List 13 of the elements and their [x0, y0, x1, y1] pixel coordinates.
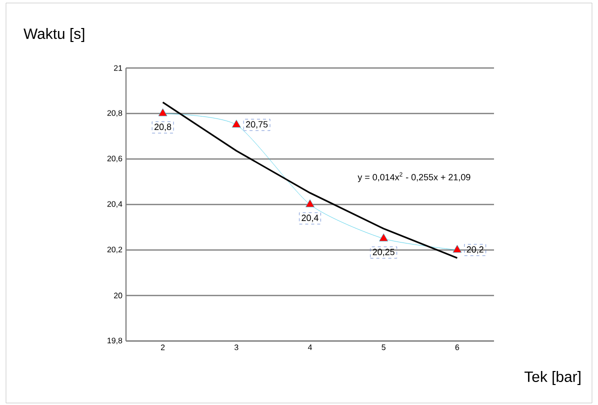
point	[379, 233, 388, 242]
data-label: 20,2	[466, 246, 484, 254]
point	[232, 120, 241, 128]
y-axis-title: Waktu [s]	[24, 28, 84, 42]
annotation: y = 0,014x$^{2}$ - 0,255x + 21,09	[358, 172, 470, 182]
data-label: 20,8	[154, 124, 172, 132]
point	[305, 199, 315, 208]
point	[452, 244, 462, 253]
point	[158, 108, 168, 116]
x-axis-title: Tek [bar]	[524, 371, 580, 385]
data-label: 20,25	[372, 248, 394, 256]
data-label: 20,4	[302, 214, 318, 222]
data-label: 20,75	[246, 121, 268, 129]
